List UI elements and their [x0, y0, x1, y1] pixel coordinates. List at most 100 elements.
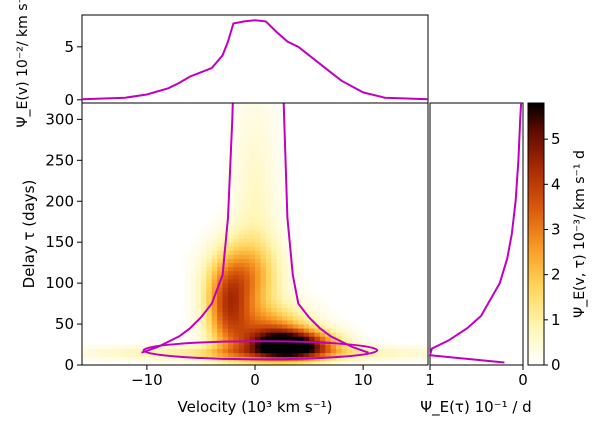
heatmap-cell	[227, 299, 234, 304]
heatmap-cell	[217, 307, 223, 313]
heatmap-cell	[303, 303, 310, 309]
heatmap-cell	[249, 103, 256, 108]
heatmap-cell	[244, 168, 250, 173]
heatmap-cell	[227, 311, 234, 317]
heatmap-cell	[346, 319, 353, 325]
heatmap-cell	[114, 344, 121, 350]
heatmap-cell	[200, 238, 207, 243]
heatmap-cell	[82, 348, 88, 354]
heatmap-cell	[319, 299, 326, 304]
heatmap-cell	[260, 315, 267, 321]
heatmap-cell	[282, 311, 288, 317]
heatmap-cell	[390, 356, 396, 362]
heatmap-cell	[92, 356, 99, 362]
heatmap-cell	[346, 348, 353, 354]
heatmap-cell	[249, 213, 256, 219]
heatmap-cell	[276, 176, 283, 182]
heatmap-cell	[114, 352, 121, 358]
heatmap-cell	[238, 143, 245, 149]
heatmap-cell	[255, 360, 261, 365]
heatmap-cell	[298, 262, 305, 268]
heatmap-cell	[227, 340, 234, 345]
heatmap-cell	[406, 356, 413, 362]
heatmap-cell	[227, 319, 234, 325]
heatmap-cell	[190, 258, 196, 264]
heatmap-cell	[260, 229, 267, 235]
heatmap-cell	[260, 336, 267, 341]
heatmap-cell	[238, 180, 245, 186]
heatmap-cell	[119, 344, 126, 350]
heatmap-cell	[417, 356, 423, 362]
heatmap-cell	[276, 274, 283, 280]
heatmap-cell	[249, 123, 256, 128]
heatmap-cell	[287, 217, 294, 223]
heatmap-cell	[200, 225, 207, 231]
heatmap-cell	[265, 246, 272, 251]
heatmap-cell	[233, 258, 240, 264]
heatmap-cell	[146, 340, 153, 345]
heatmap-cell	[249, 164, 256, 169]
colorbar-tick-label: 3	[551, 220, 561, 238]
heatmap-cell	[276, 311, 283, 317]
heatmap-cell	[211, 307, 218, 313]
heatmap-cell	[227, 242, 234, 247]
heatmap-cell	[200, 246, 207, 251]
heatmap-cell	[260, 115, 267, 120]
heatmap-cell	[157, 348, 164, 354]
heatmap-cell	[244, 209, 250, 214]
heatmap-cell	[265, 266, 272, 272]
heatmap-cell	[255, 344, 261, 350]
heatmap-cell	[238, 270, 245, 276]
heatmap-cell	[233, 127, 240, 133]
heatmap-cell	[227, 115, 234, 120]
heatmap-cell	[309, 315, 315, 321]
heatmap-cell	[336, 360, 342, 365]
heatmap-cell	[244, 148, 250, 153]
heatmap-cell	[222, 266, 229, 272]
heatmap-cell	[98, 352, 105, 358]
heatmap-cell	[211, 328, 218, 333]
heatmap-cell	[276, 238, 283, 243]
heatmap-cell	[282, 340, 288, 345]
heatmap-cell	[271, 221, 278, 227]
heatmap-cell	[255, 238, 261, 243]
heatmap-cell	[195, 307, 202, 313]
heatmap-cell	[173, 352, 180, 358]
heatmap-cell	[211, 319, 218, 325]
heatmap-cell	[184, 287, 191, 292]
heatmap-cell	[341, 356, 348, 362]
heatmap-cell	[282, 332, 288, 337]
heatmap-cell	[190, 319, 196, 325]
heatmap-cell	[200, 254, 207, 259]
heatmap-cell	[276, 107, 283, 112]
heatmap-cell	[238, 344, 245, 350]
heatmap-cell	[298, 279, 305, 284]
heatmap-cell	[173, 356, 180, 362]
heatmap-cell	[379, 352, 386, 358]
heatmap-cell	[227, 250, 234, 255]
heatmap-cell	[260, 197, 267, 202]
heatmap-cell	[282, 307, 288, 313]
heatmap-cell	[265, 205, 272, 210]
heatmap-cell	[233, 234, 240, 239]
heatmap-cell	[309, 324, 315, 329]
heatmap-cell	[179, 344, 186, 350]
heatmap-cell	[287, 262, 294, 268]
heatmap-cell	[227, 225, 234, 231]
heatmap-cell	[292, 352, 299, 358]
heatmap-cell	[341, 332, 348, 337]
heatmap-cell	[330, 315, 337, 321]
heatmap-cell	[255, 319, 261, 325]
heatmap-cell	[184, 356, 191, 362]
heatmap-cell	[292, 258, 299, 264]
heatmap-cell	[260, 217, 267, 223]
heatmap-cell	[276, 348, 283, 354]
heatmap-cell	[287, 229, 294, 235]
heatmap-cell	[233, 246, 240, 251]
heatmap-cell	[211, 250, 218, 255]
heatmap-cell	[265, 242, 272, 247]
heatmap-cell	[249, 246, 256, 251]
heatmap-cell	[206, 238, 213, 243]
heatmap-cell	[211, 324, 218, 329]
heatmap-cell	[222, 332, 229, 337]
